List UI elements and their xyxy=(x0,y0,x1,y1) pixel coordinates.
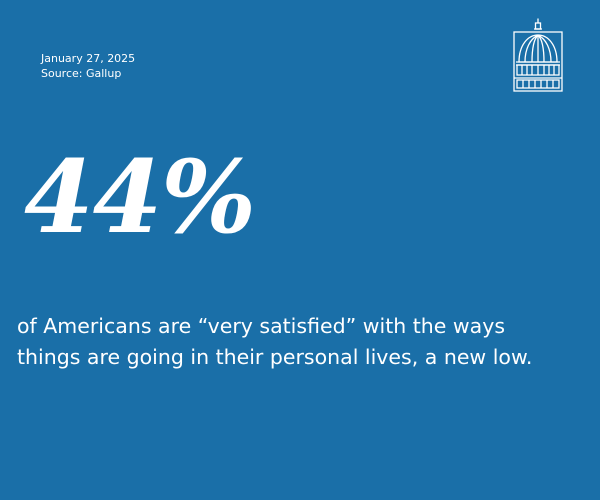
source-label: Source: Gallup xyxy=(41,67,122,80)
header-meta: January 27, 2025 Source: Gallup xyxy=(41,51,135,81)
statistic-description: of Americans are “very satisfied” with t… xyxy=(17,314,533,369)
headline-statistic: 44% xyxy=(24,138,256,256)
date-label: January 27, 2025 xyxy=(41,52,136,65)
capitol-dome-icon xyxy=(513,18,563,92)
